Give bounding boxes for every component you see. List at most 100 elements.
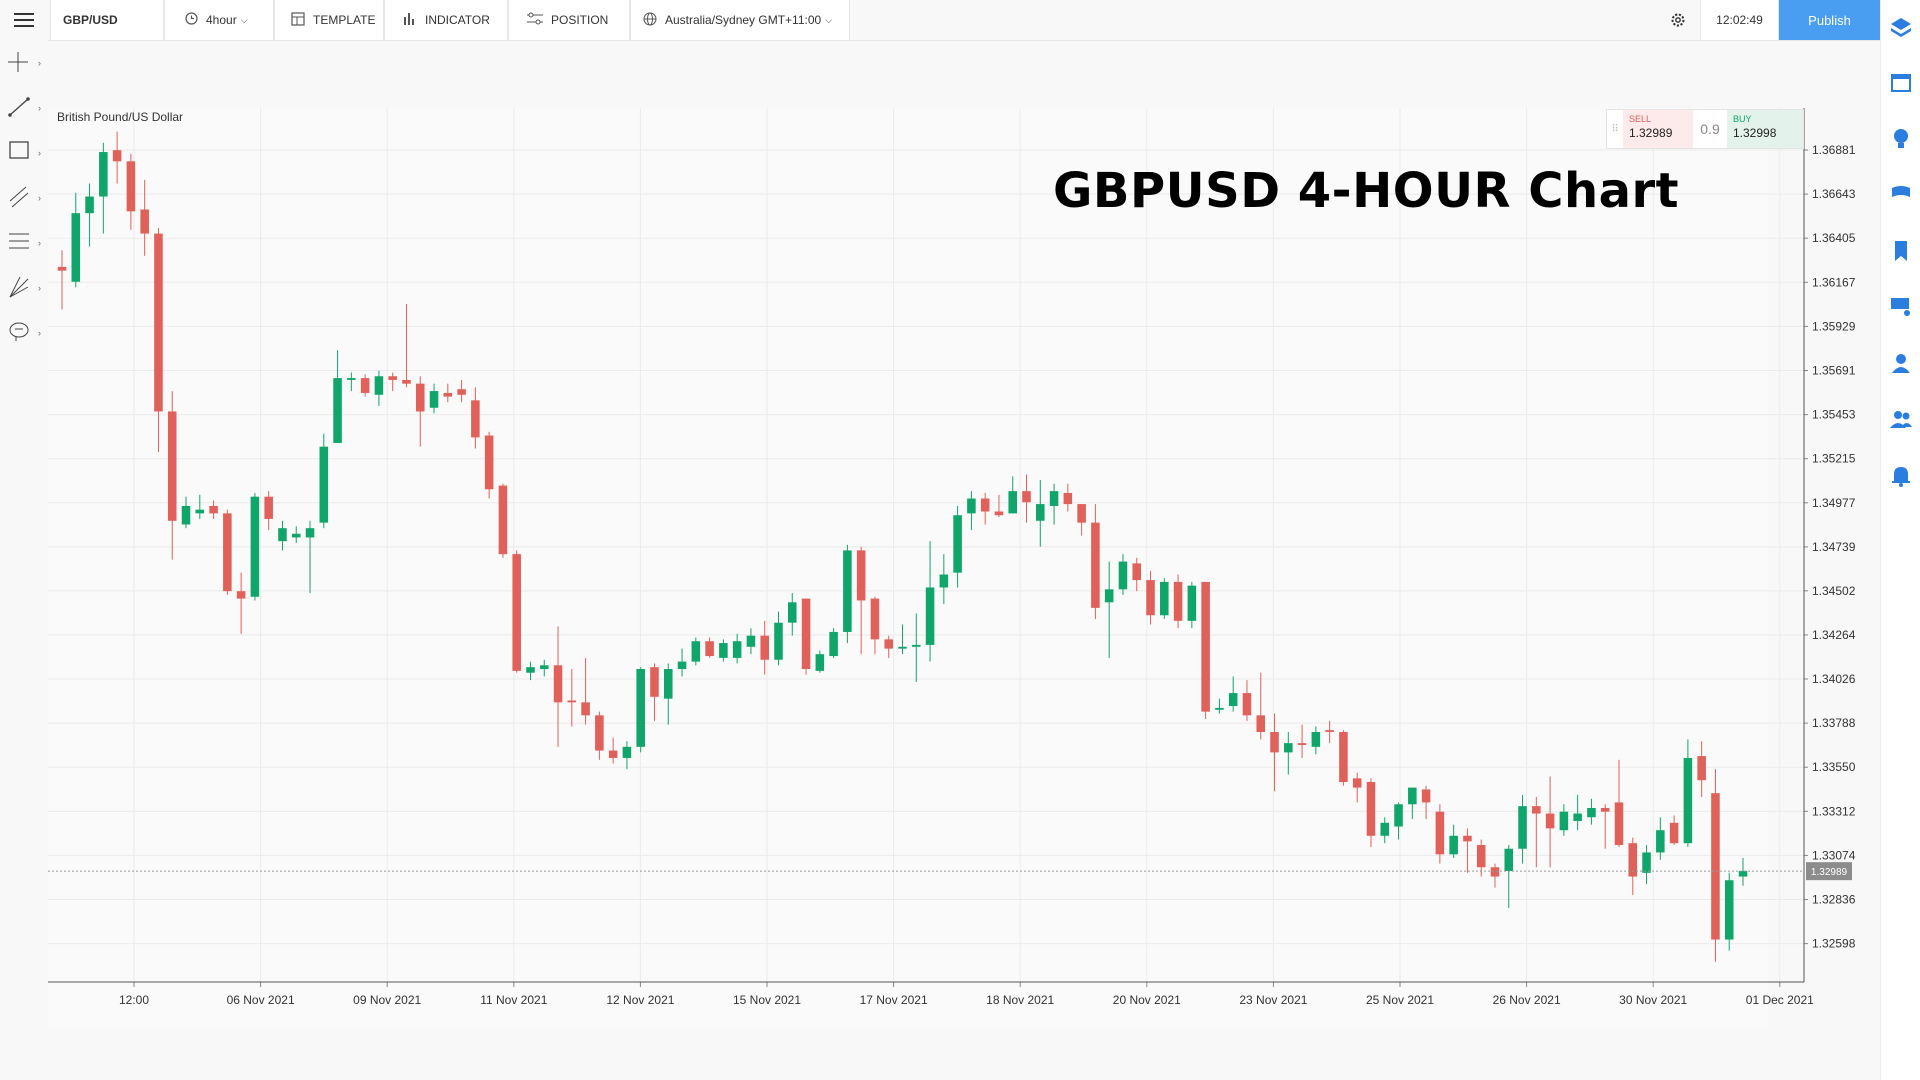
candle-body <box>622 746 632 758</box>
candle-body <box>539 665 549 670</box>
y-tick-label: 1.34977 <box>1812 496 1856 510</box>
candle-body <box>884 639 893 649</box>
candle-body <box>1270 732 1279 753</box>
candle-body <box>209 505 218 514</box>
candle-body <box>526 667 535 673</box>
y-tick-label: 1.32836 <box>1812 893 1856 907</box>
candle-body <box>1614 802 1624 846</box>
candle-body <box>677 661 687 670</box>
chevron-down-icon: ⌵ <box>240 14 248 25</box>
candle-body <box>1325 730 1334 733</box>
candle-body <box>1160 581 1169 616</box>
y-tick-label: 1.35215 <box>1812 452 1856 466</box>
right-sidebar <box>1880 0 1920 1080</box>
candle-body <box>71 213 81 282</box>
candlestick-chart[interactable]: 1.36881 1.36643 1.36405 1.36167 1.35929 1.356… <box>48 40 1880 1080</box>
x-tick-label: 15 Nov 2021 <box>733 993 801 1007</box>
chart-title: GBPUSD 4-HOUR Chart <box>1053 163 1680 219</box>
symbol-label: GBP/USD <box>63 13 118 27</box>
axes: 1.36881 1.36643 1.36405 1.36167 1.35929 1.356… <box>48 108 1856 1007</box>
candle-body <box>264 496 273 519</box>
indicator-button[interactable]: INDICATOR <box>384 0 508 40</box>
menu-icon <box>14 13 34 27</box>
publish-button[interactable]: Publish <box>1779 0 1880 40</box>
candle-body <box>154 233 163 412</box>
y-tick-label: 1.34502 <box>1812 584 1856 598</box>
candle-body <box>291 533 301 538</box>
user-icon[interactable] <box>1889 351 1913 375</box>
users-icon[interactable] <box>1889 407 1913 431</box>
flag-icon[interactable] <box>1889 183 1913 207</box>
y-tick-label: 1.36643 <box>1812 187 1856 201</box>
candle-body <box>1339 732 1348 783</box>
hamburger-menu-button[interactable] <box>8 0 40 40</box>
candle-body <box>1683 757 1693 844</box>
y-tick-label: 1.35691 <box>1812 364 1856 378</box>
candle-body <box>347 378 356 380</box>
settings-button[interactable] <box>1662 0 1694 40</box>
clock-display: 12:02:49 <box>1700 0 1779 40</box>
template-button[interactable]: TEMPLATE <box>274 0 384 40</box>
x-tick-label: 11 Nov 2021 <box>480 993 547 1007</box>
rectangle-icon: › <box>9 141 41 159</box>
svg-text:›: › <box>38 103 41 113</box>
drag-handle-icon[interactable]: ⠿ <box>1611 123 1619 135</box>
candle-body <box>581 702 590 716</box>
rectangle-tool-button[interactable]: › <box>8 138 42 172</box>
svg-text:›: › <box>38 283 41 293</box>
position-button[interactable]: POSITION <box>508 0 630 40</box>
candle-body <box>1077 504 1086 523</box>
candle-body <box>167 411 177 521</box>
buy-label: BUY <box>1733 114 1752 124</box>
layers-icon[interactable] <box>1889 16 1913 40</box>
candle-body <box>1022 491 1031 503</box>
candle-body <box>1573 813 1582 821</box>
fibonacci-icon: › <box>9 233 41 249</box>
x-tick-label: 01 Dec 2021 <box>1746 993 1814 1007</box>
crosshair-tool-button[interactable]: › <box>8 48 42 82</box>
timezone-dropdown[interactable]: Australia/Sydney GMT+11:00 ⌵ <box>630 0 850 40</box>
candle-body <box>608 750 618 758</box>
candle-body <box>774 622 783 660</box>
candle-body <box>595 715 604 751</box>
trendline-tool-button[interactable]: › <box>8 93 42 127</box>
grid-lines <box>48 108 1804 982</box>
svg-text:›: › <box>38 238 41 248</box>
presenter-icon[interactable] <box>1889 295 1913 319</box>
gear-icon <box>1671 13 1685 27</box>
calendar-icon[interactable] <box>1889 71 1913 95</box>
candle-body <box>457 389 466 395</box>
trendline-icon: › <box>8 97 41 117</box>
fibonacci-tool-button[interactable]: › <box>8 228 42 262</box>
bell-icon[interactable] <box>1889 463 1913 487</box>
candle-body <box>236 591 246 599</box>
candle-body <box>1049 491 1059 506</box>
sell-button[interactable]: SELL 1.32989 <box>1623 110 1693 148</box>
y-tick-label: 1.34026 <box>1812 672 1856 686</box>
x-tick-label: 12:00 <box>119 993 149 1007</box>
x-tick-label: 26 Nov 2021 <box>1493 993 1561 1007</box>
chart-area[interactable]: 1.36881 1.36643 1.36405 1.36167 1.35929 1.356… <box>48 40 1880 1080</box>
candle-body <box>843 550 852 632</box>
candle-body <box>787 602 797 623</box>
channel-tool-button[interactable]: › <box>8 183 42 217</box>
candle-body <box>374 376 384 395</box>
buy-button[interactable]: BUY 1.32998 <box>1727 110 1803 148</box>
symbol-selector[interactable]: GBP/USD <box>50 0 164 40</box>
sell-label: SELL <box>1629 114 1652 124</box>
lightbulb-icon[interactable] <box>1889 127 1913 151</box>
candle-body <box>498 485 508 555</box>
pitchfork-tool-button[interactable]: › <box>8 273 42 307</box>
globe-icon <box>643 12 657 29</box>
candle-body <box>994 511 1004 516</box>
bookmark-icon[interactable] <box>1889 239 1913 263</box>
interval-dropdown[interactable]: 4hour ⌵ <box>164 0 274 40</box>
candle-body <box>1228 693 1238 707</box>
candle-body <box>360 378 370 393</box>
candle-body <box>1408 787 1417 805</box>
candle-body <box>1463 835 1472 842</box>
sliders-icon <box>527 12 543 29</box>
candle-body <box>1091 522 1100 608</box>
annotation-tool-button[interactable]: › <box>8 318 42 352</box>
trade-panel: ⠿ SELL 1.32989 0.9 BUY 1.32998 <box>1606 109 1804 149</box>
